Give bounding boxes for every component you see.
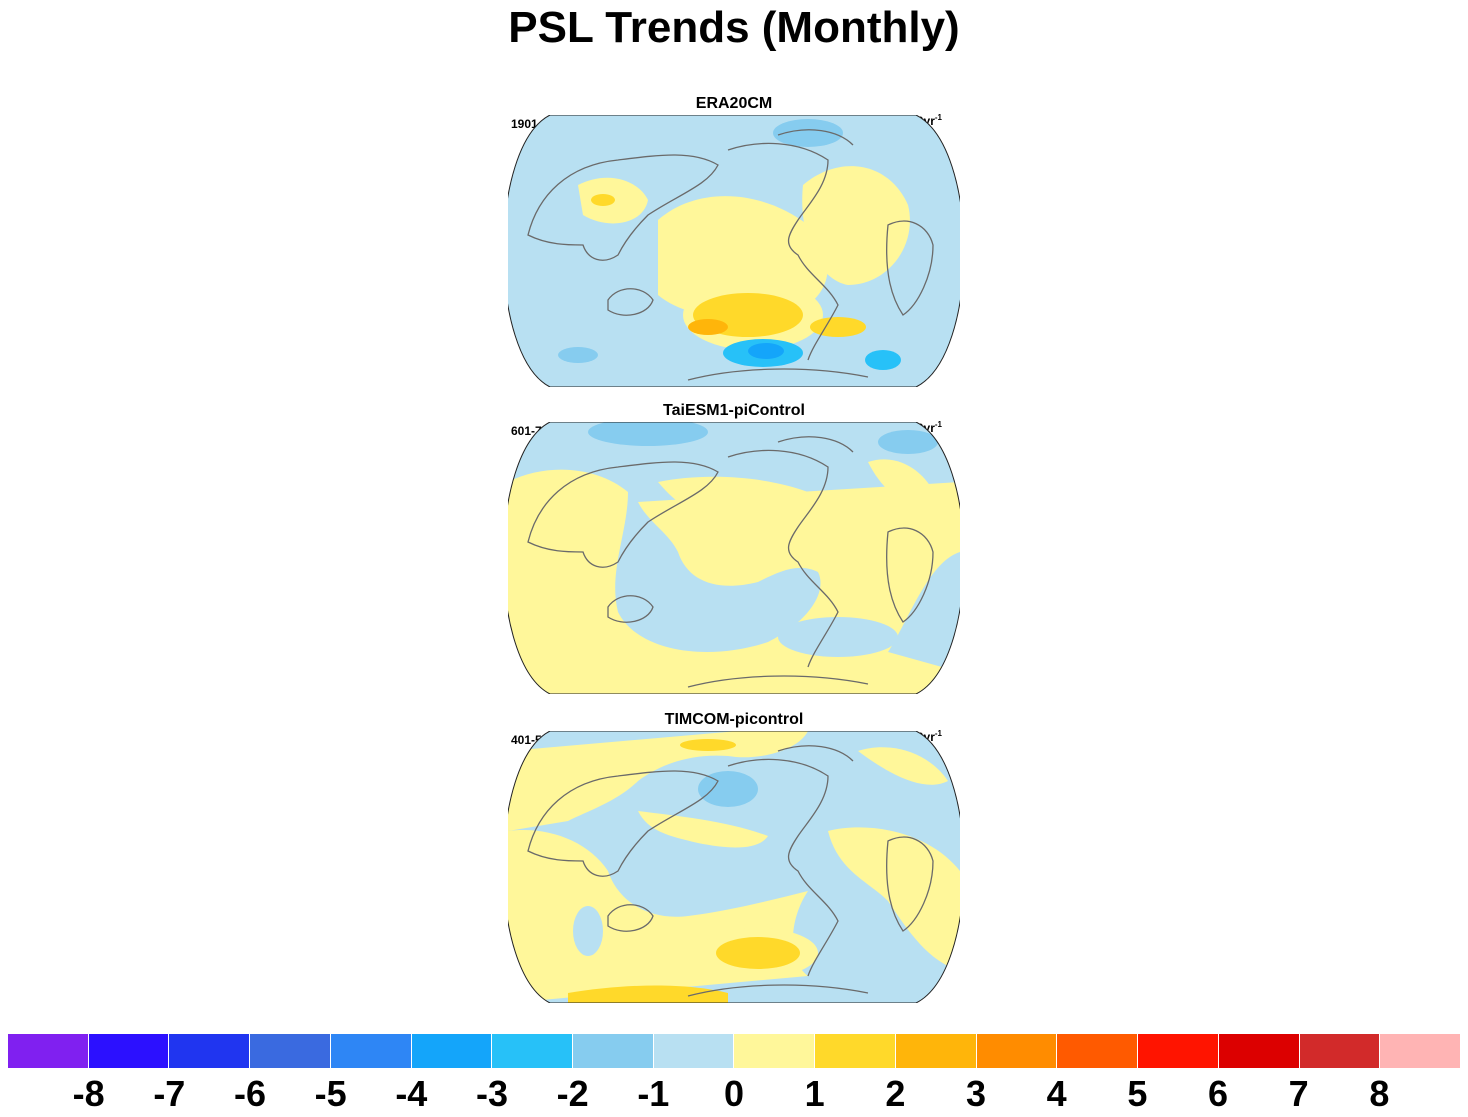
field-negative-south [778, 617, 898, 657]
colorbar-box [1138, 1034, 1219, 1068]
colorbar-box [330, 1034, 412, 1068]
colorbar-tick-label: -7 [153, 1073, 186, 1114]
field-asia-max [591, 194, 615, 206]
colorbar-tick-label: -1 [637, 1073, 670, 1114]
coastlines [527, 436, 934, 688]
field-southern-ocean-low [865, 350, 901, 370]
colorbar-tick-label: 3 [965, 1073, 987, 1114]
colorbar-box [250, 1034, 331, 1068]
field-south-pacific-max [716, 937, 800, 969]
field-positive-north-atlantic [858, 747, 948, 785]
coast-arctic [777, 436, 854, 453]
coast-antarctica [687, 368, 869, 381]
field-arctic-low [773, 119, 843, 147]
coast-africa [886, 220, 934, 316]
colorbar-box [1380, 1034, 1460, 1068]
colorbar-box [88, 1034, 170, 1068]
map-border [508, 115, 960, 387]
coast-antarctica [687, 675, 869, 688]
colorbar-tick-label: 0 [723, 1073, 745, 1114]
map-border [508, 422, 960, 694]
colorbar-tick-label: 6 [1207, 1073, 1229, 1114]
panel-title: TaiESM1-piControl [663, 402, 805, 419]
colorbar-tick-label: 8 [1369, 1073, 1390, 1114]
colorbar-box [411, 1034, 493, 1068]
colorbar-tick-label: -5 [314, 1073, 347, 1114]
coast-arctic [777, 745, 854, 762]
colorbar-box [895, 1034, 977, 1068]
map-taiesm1 [508, 422, 960, 694]
field-positive-north [508, 731, 808, 831]
coast-eurasia [527, 154, 719, 261]
field-north-pacific-low [698, 771, 758, 807]
colorbar-box [734, 1034, 816, 1068]
coast-australia [607, 904, 654, 932]
panel-title: TIMCOM-picontrol [664, 711, 804, 728]
colorbar-box [1057, 1034, 1139, 1068]
field-arctic-low-east [878, 430, 938, 454]
colorbar-tick-label: 2 [885, 1073, 906, 1114]
colorbar-tick-label: 7 [1288, 1073, 1309, 1114]
coast-eurasia [527, 461, 719, 568]
colorbar-box [1299, 1034, 1381, 1068]
colorbar-box [1218, 1034, 1300, 1068]
field-positive-atlantic [802, 166, 910, 285]
coast-australia [607, 288, 654, 316]
coastlines [527, 129, 934, 381]
colorbar-tick-label: 5 [1127, 1073, 1148, 1114]
coastlines [527, 745, 934, 997]
field-southern-ocean-low-west [558, 347, 598, 363]
colorbar-tick-label: 4 [1046, 1073, 1067, 1114]
field-arctic-low [588, 422, 708, 446]
colorbar-box [8, 1034, 89, 1068]
coast-americas [727, 449, 839, 668]
chart-title: PSL Trends (Monthly) [508, 3, 960, 52]
map-timcom [508, 731, 960, 1003]
colorbar-tick-label: -2 [556, 1073, 589, 1114]
coast-africa [886, 527, 934, 623]
colorbar-tick-label: -8 [72, 1073, 105, 1114]
coast-eurasia [527, 770, 719, 877]
colorbar-labels: -8 -7 -6 -5 -4 -3 -2 -1 0 1 2 3 4 5 6 7 8 [8, 1072, 1460, 1116]
field-indian-ocean-negative [573, 906, 603, 956]
panel-title: ERA20CM [695, 95, 773, 112]
map-era20cm [508, 115, 960, 387]
colorbar-box [815, 1034, 896, 1068]
colorbar-box [573, 1034, 654, 1068]
field-amundsen-core [748, 343, 784, 359]
colorbar-tick-label: 1 [804, 1073, 825, 1114]
coast-africa [886, 836, 934, 932]
coast-arctic [777, 129, 854, 146]
colorbar-tick-label: -4 [395, 1073, 428, 1114]
coast-antarctica [687, 984, 869, 997]
coast-americas [727, 758, 839, 977]
field-antarctic-positive [568, 985, 728, 1003]
colorbar-box [653, 1034, 735, 1068]
colorbar-box [976, 1034, 1058, 1068]
field-south-pacific-max [688, 319, 728, 335]
field-positive-north-pacific [658, 476, 808, 519]
field-positive-north-atlantic [868, 459, 938, 506]
coast-australia [607, 595, 654, 623]
field-south-atlantic [810, 317, 866, 337]
colorbar [8, 1034, 1460, 1068]
colorbar-tick-label: -3 [475, 1073, 509, 1114]
colorbar-box [169, 1034, 251, 1068]
coast-americas [727, 142, 839, 361]
field-arctic-positive [680, 739, 736, 751]
colorbar-box [492, 1034, 574, 1068]
field-positive-atlantic [828, 827, 960, 971]
map-border [508, 731, 960, 1003]
colorbar-tick-label: -6 [233, 1073, 267, 1114]
field-positive-pacific [638, 811, 768, 848]
